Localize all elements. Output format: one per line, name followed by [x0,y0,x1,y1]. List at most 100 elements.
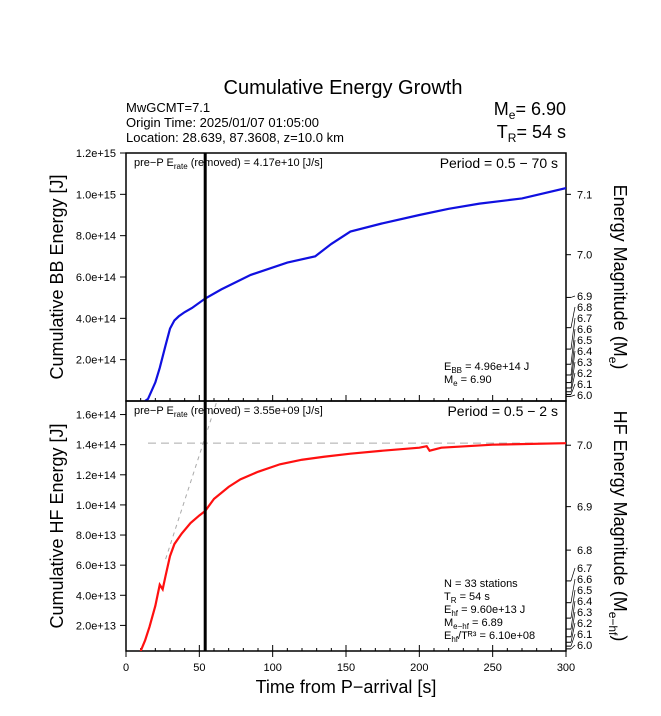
y-axis-label: Cumulative HF Energy [J] [47,423,67,628]
x-tick-label: 50 [193,662,205,674]
x-tick-label: 0 [123,662,129,674]
text-span: rate [174,162,188,171]
info-line-2: Origin Time: 2025/01/07 01:05:00 [126,115,319,130]
me-value: = 6.90 [515,99,566,119]
plot-area [139,401,566,651]
chart-title: Cumulative Energy Growth [224,77,463,99]
y2-tick-label: 6.8 [577,302,592,314]
y-tick-label: 1.0e+14 [76,500,116,512]
y2-tick-leader [570,328,576,365]
text-span: rate [174,410,188,419]
tangent-dashed-line [165,401,218,560]
y2-tick-leader [570,372,576,392]
y2-axis-label: HF Energy Magnitude (Me−hf) [606,411,630,642]
y-tick-label: 6.0e+13 [76,560,116,572]
text-span: ) [610,363,630,369]
text-span: e−hf [606,612,620,636]
text-span: pre−P E [134,157,174,169]
y-tick-label: 8.0e+14 [76,231,116,243]
y2-tick-label: 6.5 [577,335,592,347]
y-tick-label: 6.0e+14 [76,272,116,284]
hf-panel: 2.0e+13 4.0e+13 6.0e+13 8.0e+13 1.0e+14 1.2e+… [47,400,630,697]
y2-tick-leader [570,317,576,350]
annotation-line: Me = 6.90 [444,374,492,388]
info-line-1: MwGCMT=7.1 [126,100,210,115]
text-span: /Tᴿ³ = 6.10e+08 [458,630,535,642]
text-span: E [444,361,451,373]
y-tick-label: 2.0e+14 [76,355,116,367]
annotation-line: TR = 54 s [444,591,490,605]
x-tick-label: 250 [483,662,501,674]
y2-tick-label: 6.2 [577,618,592,630]
text-span: E [444,604,451,616]
text-span: M [444,617,453,629]
y2-tick-label: 6.6 [577,574,592,586]
y-axis-label: Cumulative BB Energy [J] [47,174,67,379]
bb-panel: 2.0e+14 4.0e+14 6.0e+14 8.0e+14 1.0e+15 1.2e+… [47,148,630,402]
text-span: pre−P E [134,405,174,417]
text-span: ) [610,635,630,641]
text-span: hf [451,635,458,644]
plot-area [144,153,566,401]
y2-tick-label: 7.1 [577,189,592,201]
info-line-3: Location: 28.639, 87.3608, z=10.0 km [126,130,344,145]
y2-tick-leader [570,383,576,395]
text-span: Energy Magnitude (M [610,185,630,357]
text-span: BB [451,366,462,375]
y2-tick-leader [570,295,576,298]
y2-axis-label: Energy Magnitude (Me) [606,185,630,370]
y2-tick-leader [570,350,576,383]
y2-tick-leader [570,394,576,397]
y2-tick-label: 6.8 [577,545,592,557]
y-tick-label: 1.0e+15 [76,189,116,201]
y2-tick-label: 6.7 [577,313,592,325]
annotation-line: Me−hf = 6.89 [444,617,503,631]
text-span: (removed) = 3.55e+09 [J/s] [188,405,323,417]
text-span: e [453,379,458,388]
y2-tick-label: 6.9 [577,291,592,303]
y2-tick-leader [570,622,576,643]
y2-tick-leader [570,589,576,619]
text-span: = 4.96e+14 J [462,361,529,373]
y2-tick-label: 7.0 [577,250,592,262]
me-summary: Me= 6.90 [494,99,566,122]
x-tick-label: 150 [337,662,355,674]
annotation-line: N = 33 stations [444,578,518,590]
tr-summary: TR= 54 s [497,122,566,145]
bb-energy-curve [144,187,566,401]
text-span: R [451,596,457,605]
y2-tick-label: 6.4 [577,596,592,608]
y2-tick-leader [570,611,576,637]
y2-tick-label: 6.3 [577,607,592,619]
y2-tick-label: 6.6 [577,324,592,336]
chart-panels: 2.0e+14 4.0e+14 6.0e+14 8.0e+14 1.0e+15 1.2e+… [47,148,630,697]
x-tick-label: 200 [410,662,428,674]
y2-tick-label: 6.0 [577,640,592,652]
y2-tick-leader [570,361,576,389]
tr-subscript: R [508,131,517,145]
text-span: E [444,630,451,642]
y2-tick-label: 6.9 [577,502,592,514]
tr-value: = 54 s [516,122,566,142]
text-span: HF Energy Magnitude (M [610,411,630,612]
me-subscript: e [509,108,516,122]
text-span: e−hf [453,622,470,631]
y-tick-label: 1.4e+14 [76,440,116,452]
y-tick-label: 4.0e+14 [76,313,116,325]
text-span: (removed) = 4.17e+10 [J/s] [188,157,323,169]
period-label: Period = 0.5 − 70 s [440,155,558,171]
x-axis-label: Time from P−arrival [s] [256,677,437,697]
y2-tick-label: 6.2 [577,368,592,380]
y2-tick-leader [570,633,576,647]
hf-energy-curve [139,442,566,651]
y-tick-label: 1.2e+15 [76,148,116,160]
text-span: = 54 s [457,591,491,603]
y2-tick-leader [570,567,576,582]
x-tick-label: 300 [557,662,575,674]
y2-tick-label: 6.7 [577,563,592,575]
text-span: = 6.89 [469,617,503,629]
text-span: = 6.90 [458,374,492,386]
annotation-line: Ehf = 9.60e+13 J [444,604,525,618]
text-span: M [444,374,453,386]
